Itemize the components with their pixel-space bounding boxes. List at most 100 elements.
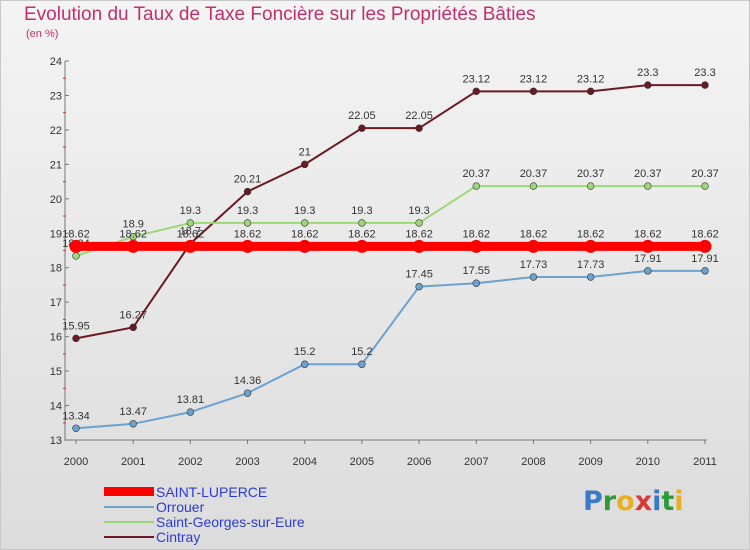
- data-point-saint-luperce: [526, 239, 540, 253]
- legend-swatch-saint-luperce: [104, 487, 154, 496]
- data-label-cintray: 21: [299, 146, 311, 158]
- data-point-orrouer: [243, 389, 252, 397]
- series-line-saint-georges-sur-eure: [75, 185, 706, 258]
- data-label-cintray: 23.12: [520, 73, 548, 85]
- data-point-saint-georges-sur-eure: [586, 182, 595, 190]
- data-label-saint-georges-sur-eure: 20.37: [634, 168, 662, 180]
- data-label-saint-luperce: 18.62: [577, 228, 605, 240]
- logo-letter: o: [616, 486, 635, 517]
- data-point-cintray: [129, 323, 137, 332]
- data-point-saint-georges-sur-eure: [529, 182, 538, 190]
- data-point-saint-luperce: [69, 239, 83, 253]
- data-point-saint-georges-sur-eure: [358, 219, 366, 227]
- y-tick-label: 13: [50, 435, 62, 447]
- data-label-orrouer: 17.73: [577, 259, 605, 271]
- logo-letter: P: [583, 486, 603, 517]
- data-label-cintray: 16.27: [119, 309, 147, 321]
- y-tick-label: 19: [50, 228, 62, 240]
- data-label-saint-luperce: 18.62: [177, 228, 205, 240]
- data-point-saint-luperce: [584, 239, 598, 253]
- data-point-orrouer: [644, 267, 652, 275]
- y-tick-label: 16: [50, 332, 62, 344]
- data-label-saint-georges-sur-eure: 20.37: [520, 168, 548, 180]
- data-point-orrouer: [301, 360, 309, 368]
- data-label-saint-georges-sur-eure: 19.3: [408, 205, 429, 217]
- data-label-cintray: 22.05: [348, 110, 376, 122]
- data-point-saint-georges-sur-eure: [186, 219, 195, 227]
- legend-swatch-cintray: [104, 536, 154, 538]
- y-tick-label: 23: [50, 90, 62, 102]
- logo-letter: t: [661, 486, 675, 517]
- data-label-cintray: 23.3: [694, 67, 715, 79]
- data-label-orrouer: 14.36: [234, 375, 262, 387]
- x-tick-label: 2003: [235, 456, 259, 468]
- data-label-saint-georges-sur-eure: 19.3: [237, 205, 258, 217]
- logo-letter: i: [674, 486, 684, 517]
- logo-letter: r: [602, 486, 617, 517]
- proxiti-logo: Proxiti: [583, 486, 684, 517]
- legend-label-cintray: Cintray: [156, 529, 201, 545]
- data-point-orrouer: [358, 360, 366, 368]
- data-point-cintray: [472, 87, 480, 96]
- data-point-saint-luperce: [183, 239, 197, 253]
- data-label-cintray: 20.21: [234, 174, 262, 186]
- data-label-cintray: 23.12: [577, 73, 605, 85]
- y-tick-label: 22: [50, 125, 62, 137]
- data-label-saint-luperce: 18.62: [634, 228, 662, 240]
- data-label-orrouer: 13.34: [62, 410, 90, 422]
- data-point-cintray: [644, 81, 652, 89]
- x-tick-label: 2005: [350, 456, 374, 468]
- data-label-saint-luperce: 18.62: [62, 228, 90, 240]
- data-label-saint-georges-sur-eure: 20.37: [691, 168, 719, 180]
- data-label-cintray: 23.12: [463, 73, 491, 85]
- data-label-orrouer: 13.47: [119, 406, 147, 418]
- data-label-saint-georges-sur-eure: 19.3: [180, 205, 201, 217]
- data-point-orrouer: [529, 273, 538, 281]
- data-label-saint-georges-sur-eure: 20.37: [577, 168, 605, 180]
- logo-letter: x: [634, 486, 653, 517]
- data-point-saint-luperce: [641, 239, 655, 253]
- data-point-saint-georges-sur-eure: [701, 182, 709, 190]
- data-point-saint-georges-sur-eure: [415, 219, 423, 227]
- series-line-orrouer: [75, 269, 706, 430]
- data-point-cintray: [586, 87, 595, 96]
- data-point-saint-luperce: [241, 239, 255, 253]
- y-tick-label: 24: [50, 56, 62, 68]
- y-tick-label: 17: [50, 297, 62, 309]
- data-label-orrouer: 17.45: [405, 269, 433, 281]
- legend-label-saint-georges-sur-eure: Saint-Georges-sur-Eure: [156, 514, 305, 530]
- data-point-saint-georges-sur-eure: [72, 252, 80, 260]
- x-tick-label: 2001: [121, 456, 145, 468]
- data-label-orrouer: 17.73: [520, 259, 548, 271]
- x-tick-label: 2000: [64, 456, 88, 468]
- x-tick-label: 2006: [407, 456, 431, 468]
- data-point-cintray: [243, 187, 252, 196]
- chart-title: Evolution du Taux de Taxe Foncière sur l…: [24, 4, 536, 25]
- data-point-saint-luperce: [412, 239, 426, 253]
- data-point-orrouer: [186, 408, 195, 416]
- y-tick-label: 18: [50, 263, 62, 275]
- data-label-saint-georges-sur-eure: 19.3: [294, 205, 315, 217]
- x-tick-label: 2008: [521, 456, 545, 468]
- data-label-orrouer: 17.91: [691, 253, 719, 265]
- data-point-saint-luperce: [355, 239, 369, 253]
- data-point-orrouer: [586, 273, 595, 281]
- data-point-cintray: [72, 334, 80, 343]
- data-point-saint-georges-sur-eure: [472, 182, 480, 190]
- y-tick-label: 14: [50, 401, 62, 413]
- data-point-saint-georges-sur-eure: [301, 219, 309, 227]
- data-point-saint-luperce: [698, 239, 712, 253]
- data-label-saint-luperce: 18.62: [291, 228, 319, 240]
- data-point-saint-georges-sur-eure: [243, 219, 252, 227]
- data-point-cintray: [415, 124, 423, 132]
- data-point-saint-luperce: [298, 239, 312, 253]
- x-tick-label: 2004: [292, 456, 316, 468]
- data-label-saint-luperce: 18.62: [691, 228, 719, 240]
- data-label-orrouer: 15.2: [294, 346, 315, 358]
- data-label-cintray: 18.7: [180, 226, 201, 238]
- data-label-saint-georges-sur-eure: 19.3: [351, 205, 372, 217]
- data-label-orrouer: 17.91: [634, 253, 662, 265]
- data-point-orrouer: [701, 267, 709, 275]
- data-label-saint-luperce: 18.62: [234, 228, 262, 240]
- data-label-saint-luperce: 18.62: [348, 228, 376, 240]
